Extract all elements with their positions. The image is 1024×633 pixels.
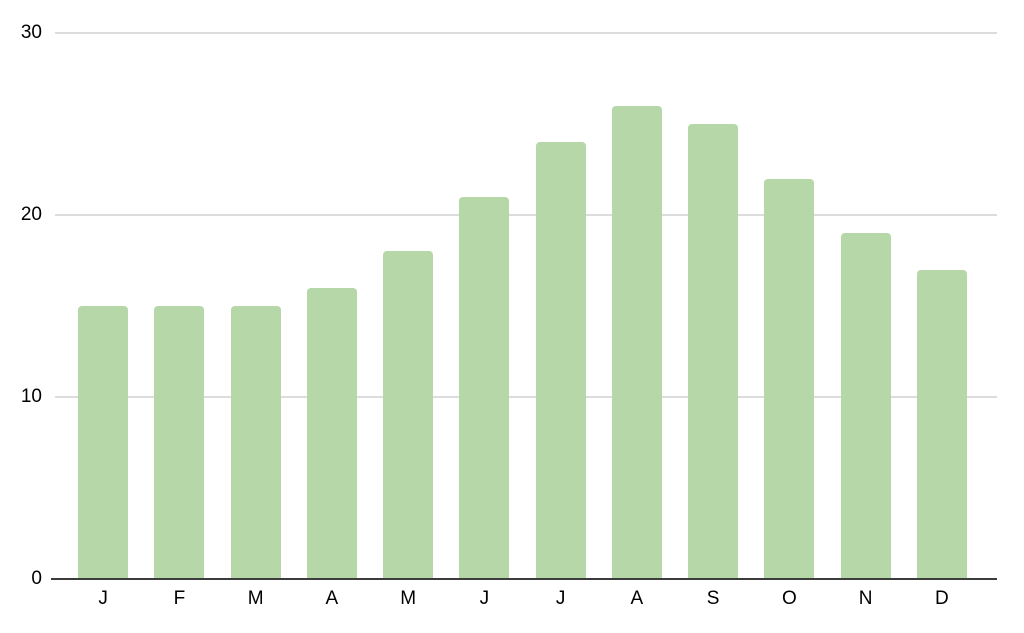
x-axis-line bbox=[51, 578, 997, 580]
bar-slot bbox=[446, 33, 522, 579]
bar-3-m bbox=[230, 306, 281, 579]
bar-slot bbox=[65, 33, 141, 579]
x-axis-tick-label: M bbox=[247, 588, 264, 609]
bar-8-a bbox=[611, 105, 662, 579]
x-axis-tick-label: D bbox=[935, 588, 949, 609]
gridline-30 bbox=[55, 32, 997, 34]
y-axis-tick-label: 30 bbox=[20, 22, 42, 43]
bar-5-m bbox=[383, 251, 434, 579]
x-axis-tick-label: J bbox=[555, 588, 566, 609]
bar-10-o bbox=[764, 178, 815, 579]
bar-slot bbox=[141, 33, 217, 579]
gridline-20 bbox=[55, 214, 997, 216]
x-axis-tick-label: J bbox=[479, 588, 490, 609]
bar-4-a bbox=[306, 287, 357, 579]
bars-container bbox=[65, 33, 980, 579]
y-axis-tick-label: 20 bbox=[20, 204, 42, 225]
bar-slot bbox=[294, 33, 370, 579]
x-axis-tick-label: S bbox=[706, 588, 720, 609]
bar-11-n bbox=[840, 233, 891, 579]
plot-area bbox=[51, 32, 997, 580]
x-axis-tick-label: M bbox=[400, 588, 417, 609]
x-axis-tick-label: A bbox=[630, 588, 644, 609]
bar-slot bbox=[599, 33, 675, 579]
bar-slot bbox=[675, 33, 751, 579]
bar-slot bbox=[370, 33, 446, 579]
bar-slot bbox=[904, 33, 980, 579]
y-axis-tick-label: 10 bbox=[20, 386, 42, 407]
bar-9-s bbox=[688, 124, 739, 579]
bar-7-j bbox=[535, 142, 586, 579]
bar-2-f bbox=[154, 306, 205, 579]
x-axis-tick-label: F bbox=[173, 588, 186, 609]
bar-1-j bbox=[78, 306, 129, 579]
x-axis-tick-label: N bbox=[858, 588, 873, 609]
bar-slot bbox=[523, 33, 599, 579]
bar-slot bbox=[751, 33, 827, 579]
gridline-10 bbox=[55, 396, 997, 398]
y-axis-tick-label: 0 bbox=[31, 568, 42, 589]
x-axis-tick-label: A bbox=[325, 588, 339, 609]
x-axis-tick-label: J bbox=[98, 588, 108, 609]
x-axis-tick-label: O bbox=[781, 588, 797, 609]
bar-slot bbox=[218, 33, 294, 579]
bar-12-d bbox=[916, 269, 967, 579]
bar-6-j bbox=[459, 196, 510, 579]
bar-slot bbox=[828, 33, 904, 579]
